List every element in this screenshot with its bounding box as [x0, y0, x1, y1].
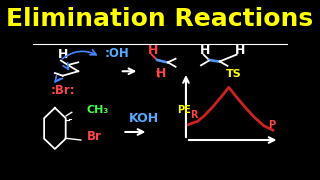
Text: R: R	[190, 110, 197, 120]
Text: H: H	[156, 68, 166, 80]
Text: H: H	[148, 44, 159, 57]
Text: P: P	[268, 120, 275, 130]
Text: CH₃: CH₃	[86, 105, 108, 115]
Text: TS: TS	[226, 69, 242, 79]
Text: :OH: :OH	[104, 47, 129, 60]
Text: KOH: KOH	[129, 112, 159, 125]
Text: :Br:: :Br:	[51, 84, 76, 97]
Text: H: H	[58, 48, 68, 61]
Text: PE: PE	[177, 105, 191, 115]
Text: H: H	[200, 44, 211, 57]
Text: Elimination Reactions: Elimination Reactions	[6, 7, 314, 31]
Text: Br: Br	[87, 130, 102, 143]
Text: H: H	[235, 44, 246, 57]
